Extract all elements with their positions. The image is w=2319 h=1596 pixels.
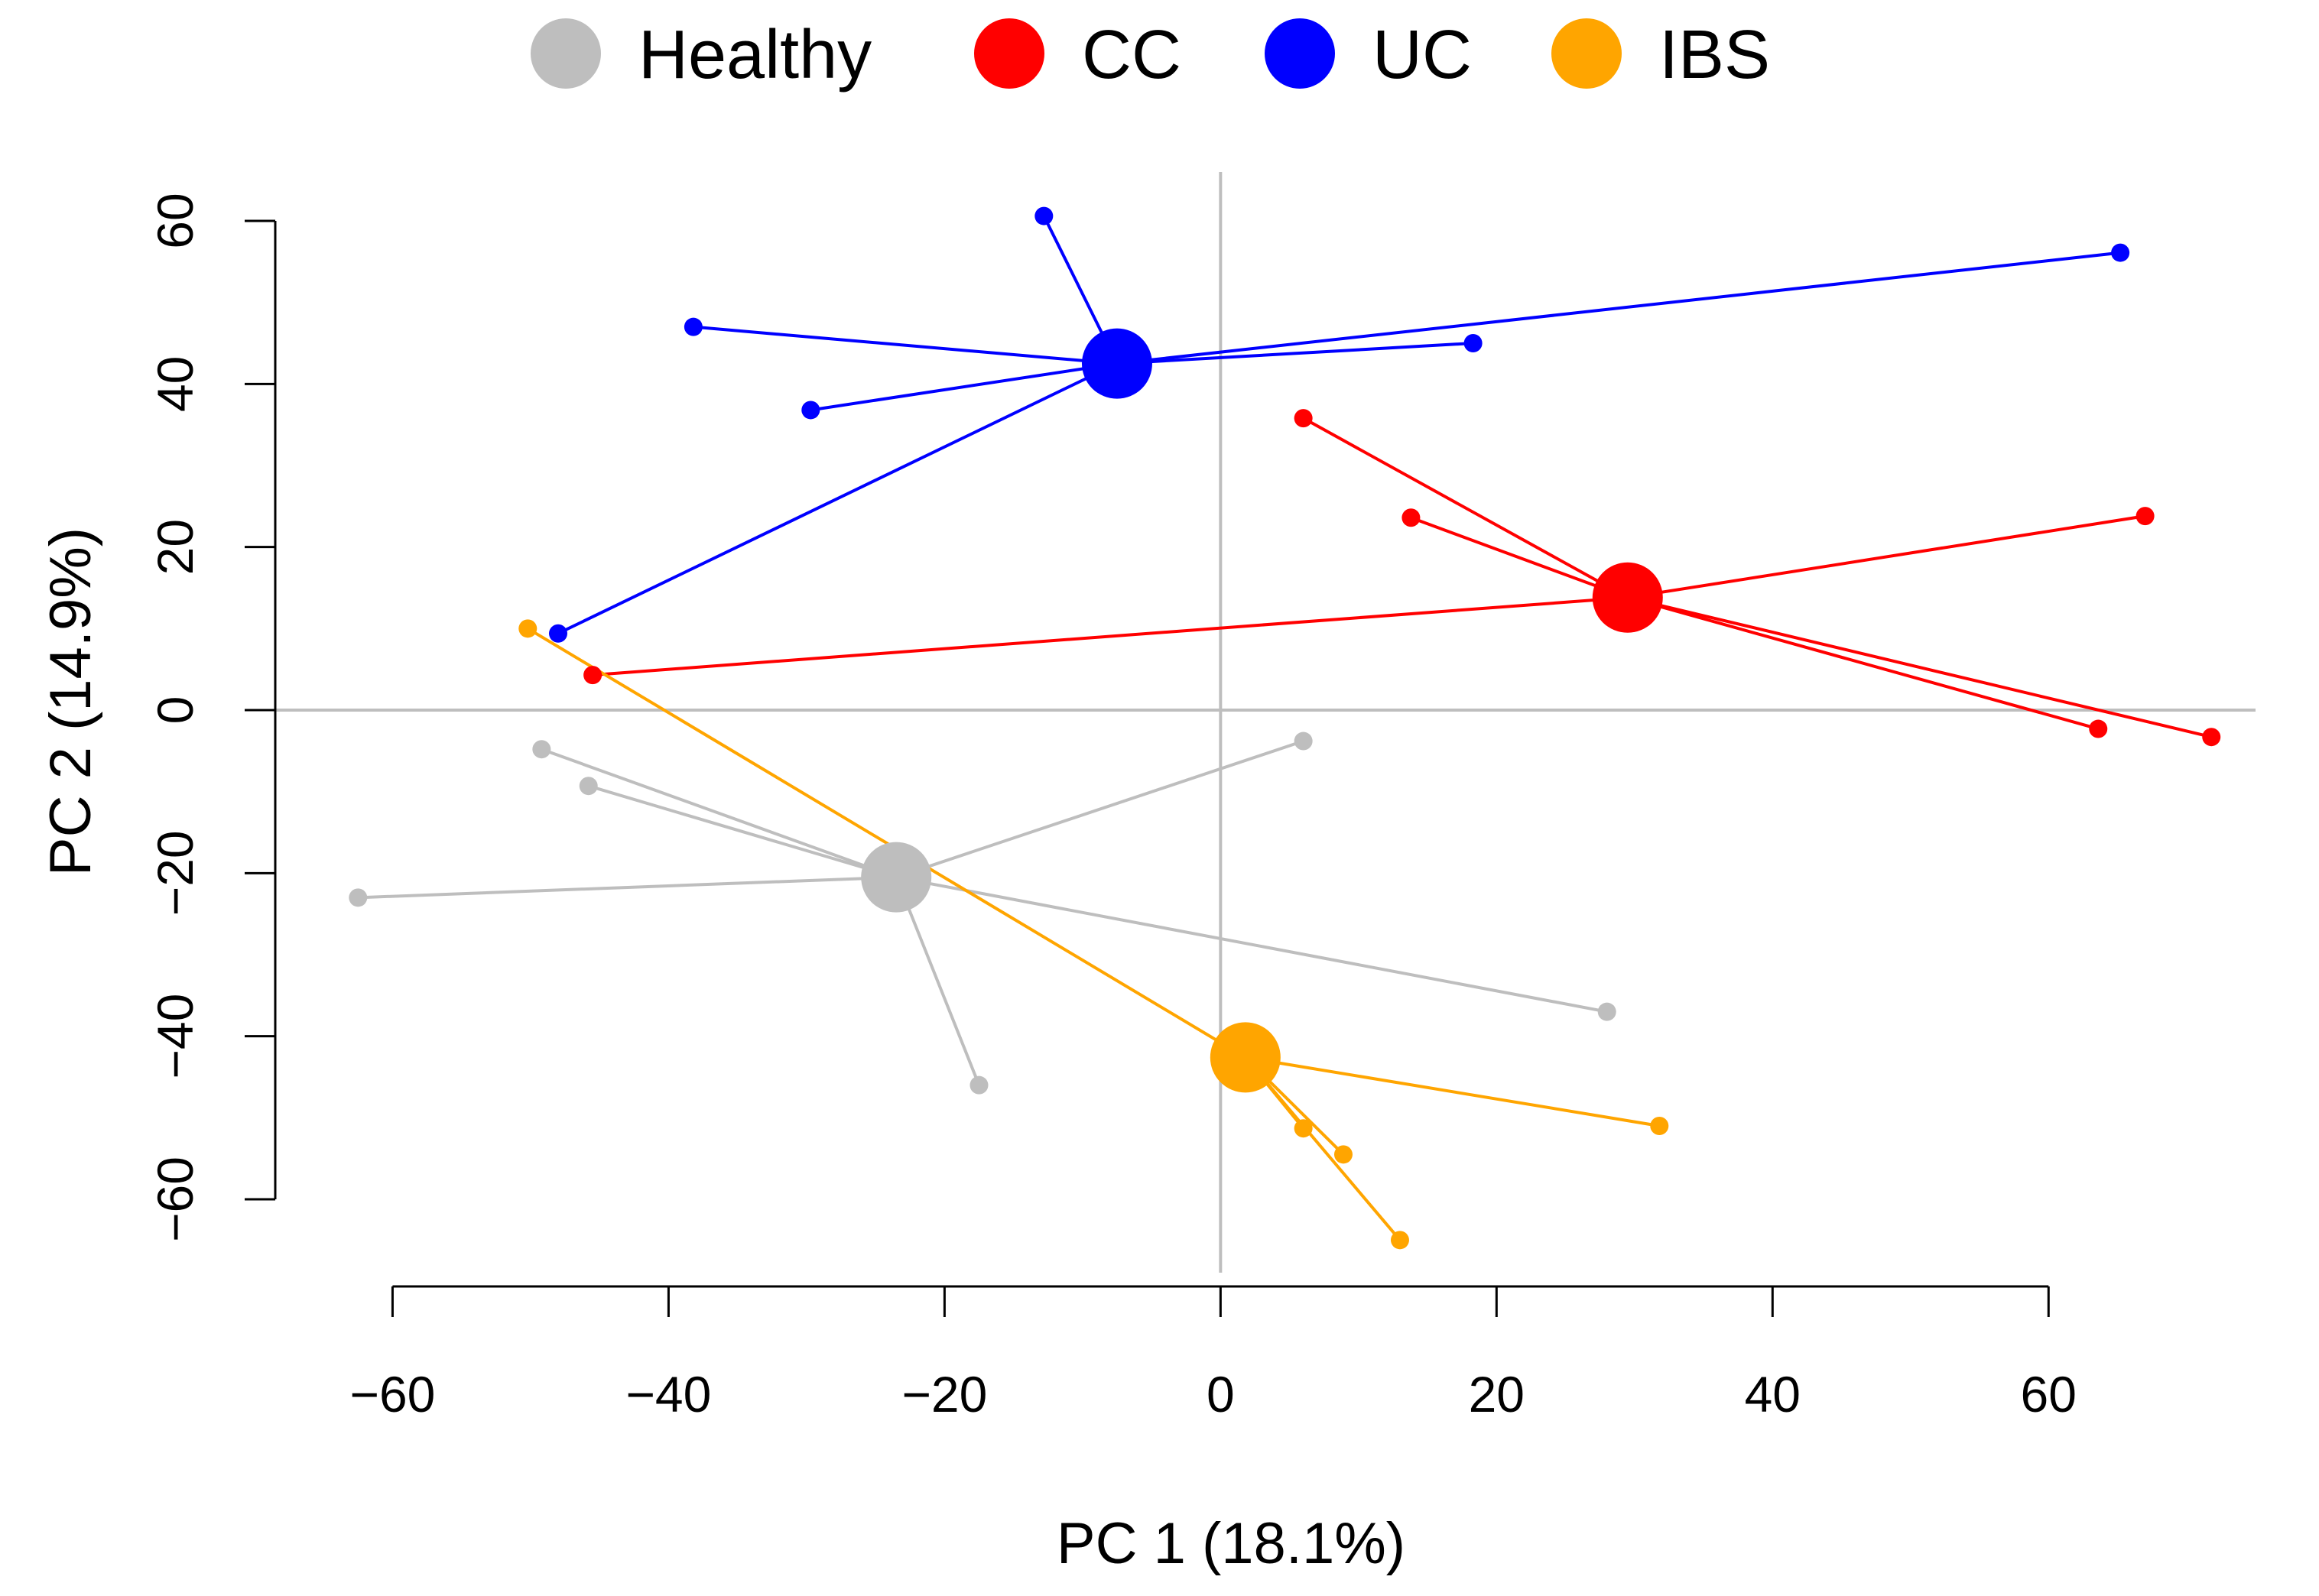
cc-point-5 bbox=[2202, 728, 2221, 747]
ibs-point-2 bbox=[1294, 1119, 1313, 1138]
x-axis: −60 −40 −20 0 20 40 60 bbox=[349, 1285, 2077, 1422]
x-tick-label-5: 40 bbox=[1745, 1366, 1801, 1422]
y-tick-label-3: 0 bbox=[147, 696, 203, 725]
healthy-spoke-5 bbox=[895, 876, 981, 1086]
legend-label-uc: UC bbox=[1372, 17, 1472, 93]
legend-label-cc: CC bbox=[1082, 17, 1181, 93]
healthy-spoke-0 bbox=[541, 748, 897, 879]
cc-spoke-0 bbox=[1302, 417, 1629, 599]
uc-point-0 bbox=[1034, 206, 1054, 225]
ibs-point-4 bbox=[1390, 1231, 1409, 1250]
healthy-spoke-4 bbox=[895, 875, 1608, 1014]
y-tick-label-0: −60 bbox=[147, 1156, 203, 1242]
healthy-point-2 bbox=[349, 888, 368, 907]
x-tick-label-3: 0 bbox=[1207, 1366, 1235, 1422]
healthy-point-0 bbox=[532, 740, 551, 759]
cc-point-2 bbox=[2135, 507, 2155, 526]
uc-point-3 bbox=[1463, 334, 1483, 352]
y-tick-label-2: −20 bbox=[147, 830, 203, 916]
legend: Healthy CC UC IBS bbox=[531, 17, 1770, 93]
legend-marker-cc bbox=[974, 18, 1044, 89]
ibs-centroid bbox=[1210, 1022, 1281, 1093]
cc-point-4 bbox=[2089, 719, 2108, 738]
centroid-spokes bbox=[358, 215, 2212, 1241]
healthy-point-1 bbox=[579, 777, 598, 796]
uc-spoke-5 bbox=[557, 362, 1118, 635]
x-tick-label-6: 60 bbox=[2021, 1366, 2077, 1422]
legend-marker-ibs bbox=[1551, 18, 1622, 89]
y-tick-label-5: 40 bbox=[147, 356, 203, 412]
x-tick-label-4: 20 bbox=[1469, 1366, 1525, 1422]
y-tick-label-1: −40 bbox=[147, 994, 203, 1079]
uc-point-5 bbox=[549, 624, 567, 643]
x-tick-label-2: −20 bbox=[901, 1366, 987, 1422]
legend-marker-uc bbox=[1265, 18, 1335, 89]
uc-spoke-3 bbox=[1116, 342, 1473, 365]
ibs-spoke-4 bbox=[1244, 1056, 1401, 1241]
y-tick-label-4: 20 bbox=[147, 519, 203, 575]
healthy-spoke-3 bbox=[895, 739, 1304, 879]
ibs-point-0 bbox=[518, 619, 538, 638]
uc-centroid bbox=[1081, 328, 1152, 399]
uc-spoke-2 bbox=[810, 362, 1118, 412]
data-points bbox=[349, 206, 2221, 1250]
uc-spoke-1 bbox=[693, 325, 1118, 365]
cc-point-0 bbox=[1294, 409, 1313, 428]
legend-label-healthy: Healthy bbox=[638, 17, 872, 93]
legend-label-ibs: IBS bbox=[1659, 17, 1770, 93]
y-axis-title: PC 2 (14.9%) bbox=[38, 527, 103, 876]
cc-spoke-1 bbox=[1410, 516, 1629, 599]
uc-spoke-4 bbox=[1116, 251, 2121, 365]
uc-point-4 bbox=[2111, 243, 2130, 262]
y-tick-label-6: 60 bbox=[147, 193, 203, 248]
cc-point-3 bbox=[583, 666, 602, 685]
uc-point-1 bbox=[684, 317, 703, 336]
uc-point-2 bbox=[801, 401, 820, 420]
cc-spoke-2 bbox=[1627, 514, 2145, 599]
y-axis: −60 −40 −20 0 20 40 60 bbox=[147, 193, 277, 1242]
healthy-point-3 bbox=[1294, 732, 1313, 751]
ibs-spoke-1 bbox=[1245, 1056, 1660, 1127]
ibs-point-3 bbox=[1333, 1145, 1353, 1164]
cc-spoke-3 bbox=[592, 595, 1628, 677]
cc-spoke-4 bbox=[1627, 595, 2099, 731]
cc-centroid bbox=[1592, 562, 1663, 633]
legend-marker-healthy bbox=[531, 18, 601, 89]
ibs-point-1 bbox=[1650, 1117, 1669, 1135]
healthy-spoke-1 bbox=[588, 784, 897, 879]
ibs-spoke-0 bbox=[527, 627, 1246, 1059]
cc-spoke-5 bbox=[1627, 595, 2212, 739]
x-tick-label-1: −40 bbox=[625, 1366, 711, 1422]
healthy-spoke-2 bbox=[358, 875, 897, 900]
x-axis-title: PC 1 (18.1%) bbox=[1057, 1511, 1405, 1576]
healthy-point-4 bbox=[1597, 1002, 1616, 1021]
x-tick-label-0: −60 bbox=[349, 1366, 435, 1422]
reference-lines bbox=[275, 172, 2256, 1273]
cc-point-1 bbox=[1401, 508, 1421, 527]
healthy-point-5 bbox=[969, 1075, 989, 1095]
healthy-centroid bbox=[861, 842, 932, 913]
